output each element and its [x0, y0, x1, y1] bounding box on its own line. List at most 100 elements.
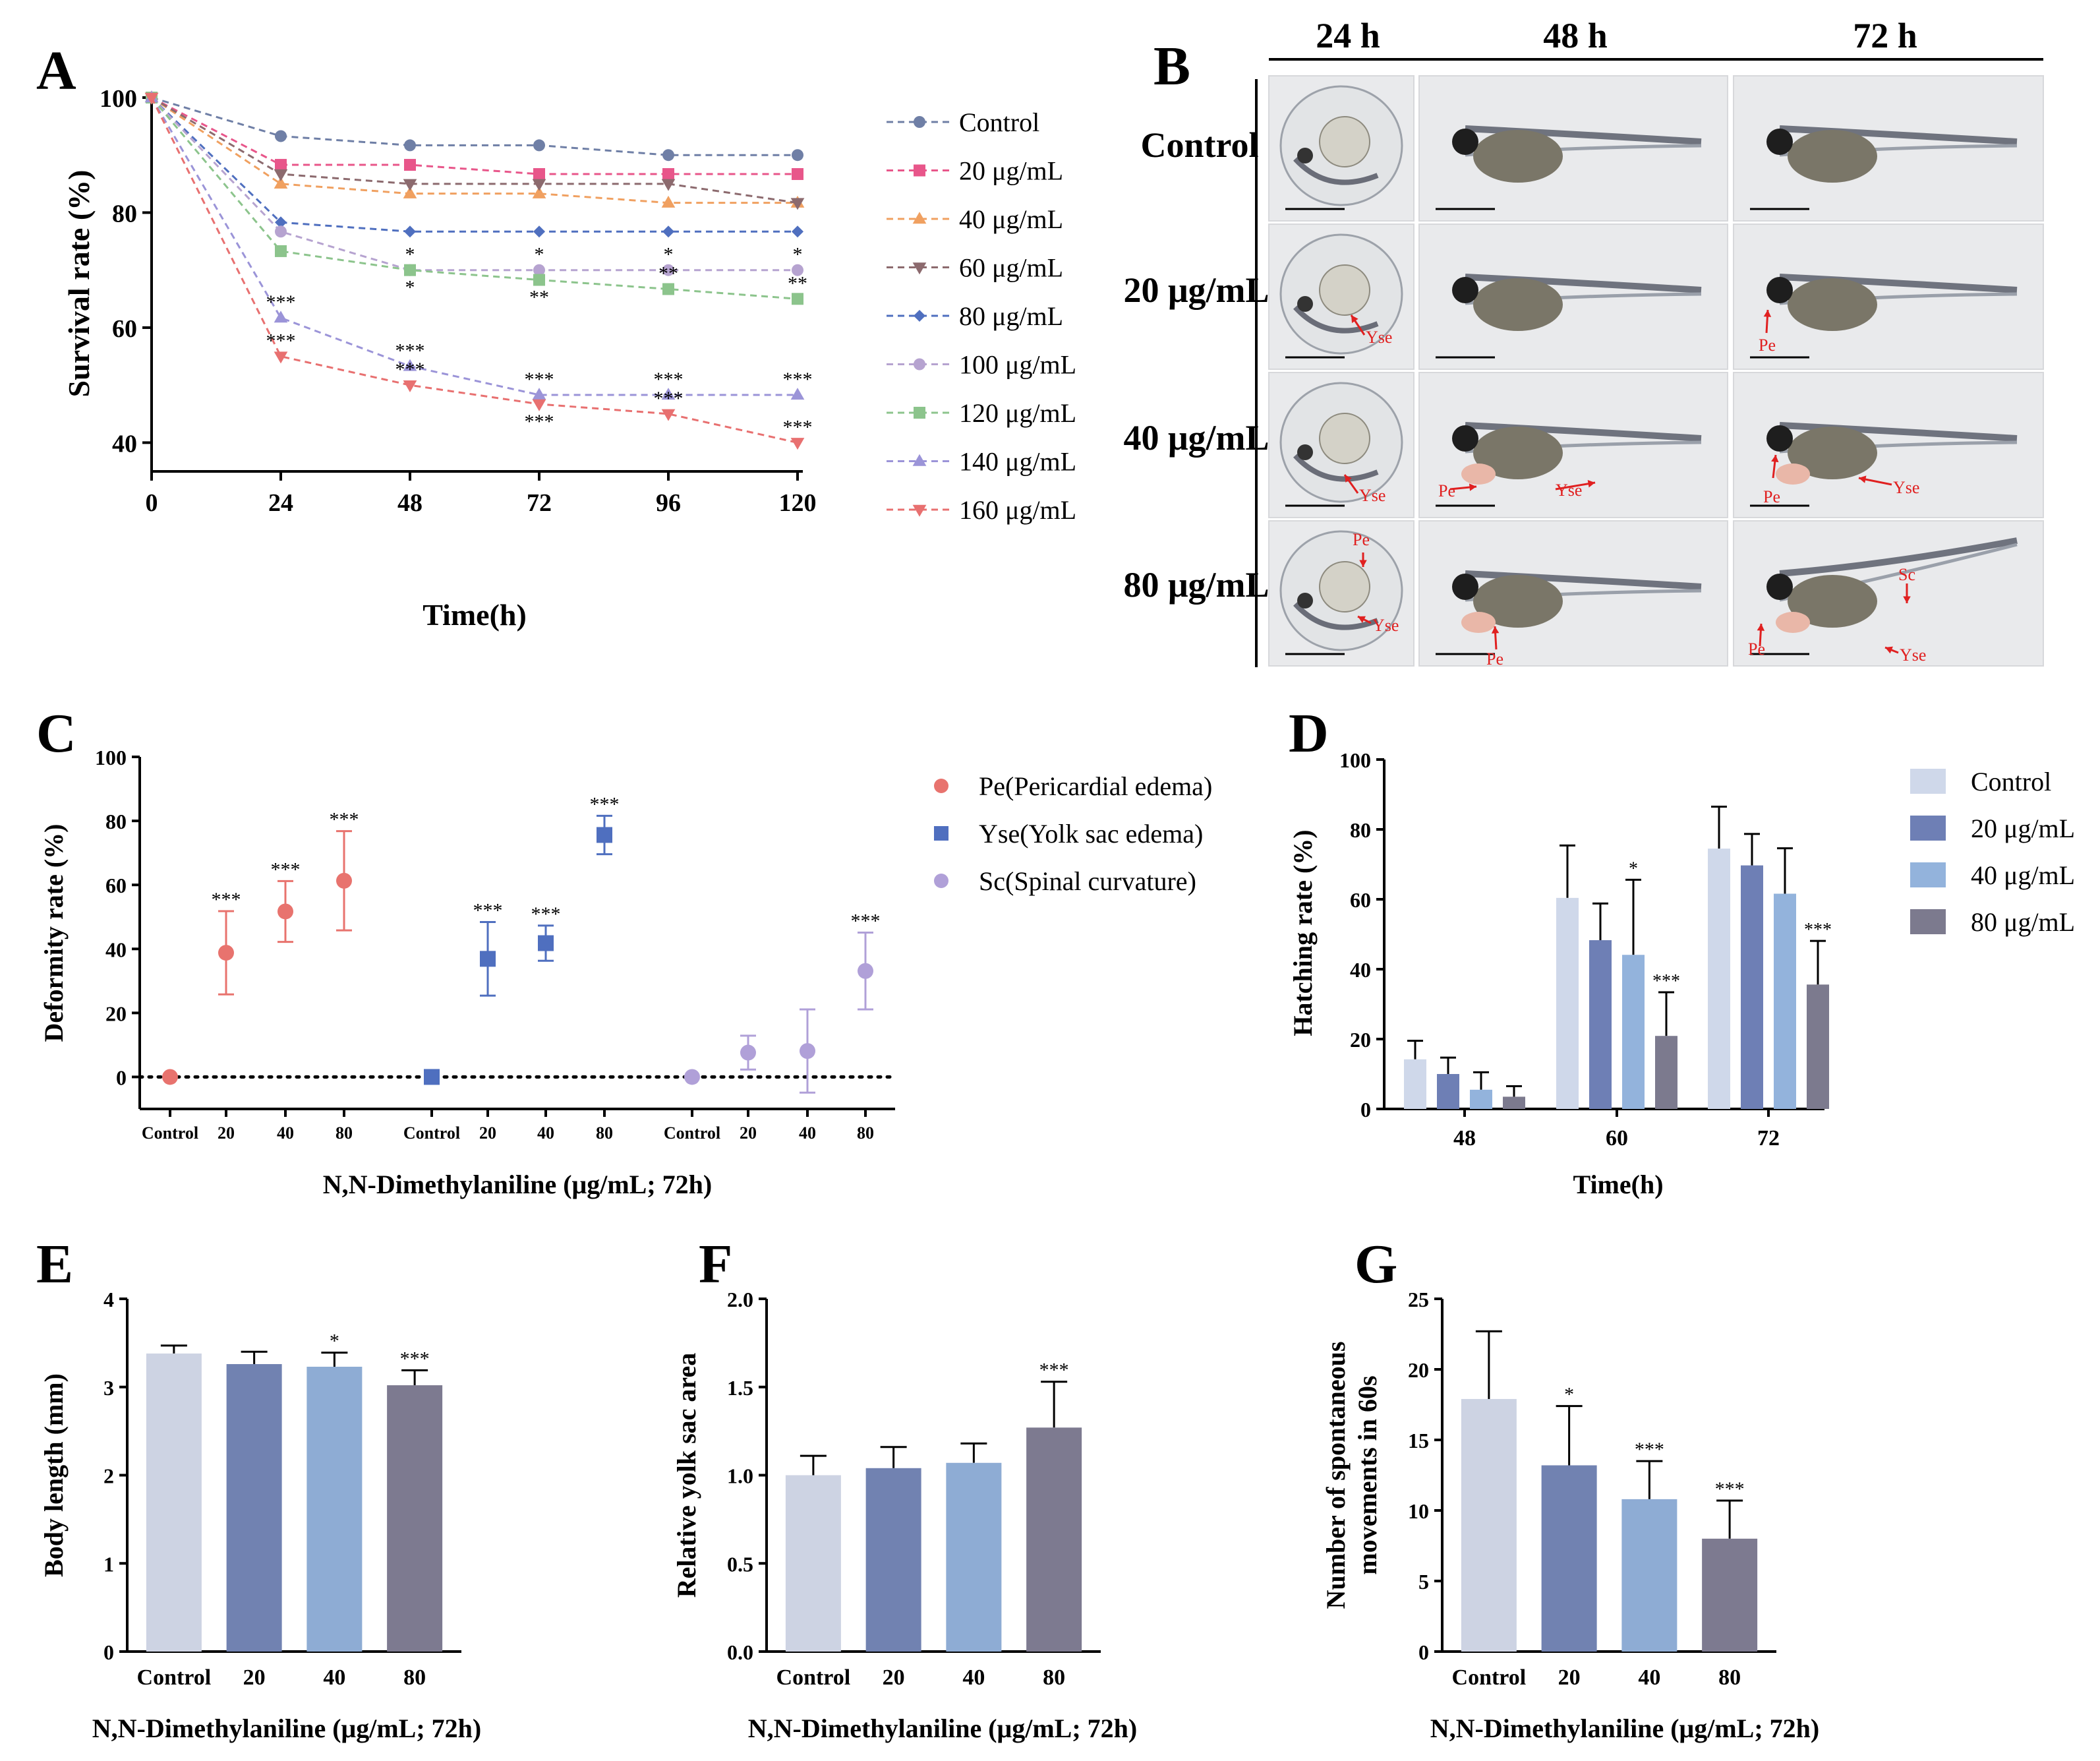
larva-body-shape: [1465, 274, 1702, 293]
point-80-g-ml: [792, 225, 803, 238]
annotation-pe: Pe: [1438, 481, 1477, 500]
series-line-160-g-ml: [150, 97, 798, 444]
legend-label-control: Control: [959, 107, 1039, 137]
panel-label-f: F: [699, 1234, 732, 1295]
y-tick-label: 0: [1360, 1098, 1371, 1121]
significance-mark: ***: [400, 1348, 430, 1369]
legend-marker-160-g-ml: [912, 504, 927, 517]
annotation-arrowhead: [1763, 310, 1772, 317]
y-tick-label: 0: [103, 1640, 114, 1664]
series-line-120-g-ml: [150, 97, 798, 300]
significance-mark: ***: [330, 809, 359, 831]
chart-a-survival: 40 60 80 100 0 24 48 72 96 120 Time(h) Survival rat…: [62, 85, 1076, 632]
x-tick-label: Control: [664, 1123, 720, 1143]
bar-control: [785, 1475, 841, 1652]
annotation-yse: Yse: [1884, 645, 1926, 665]
point-80-g-ml: [275, 216, 287, 229]
bar-20-g-ml-72: [1741, 865, 1763, 1109]
point-160-g-ml: [532, 399, 546, 411]
legend-marker-sc-spinal-curvature: [934, 874, 948, 888]
point-control: [404, 139, 416, 152]
point-pe-pericardial-edema: [277, 903, 293, 920]
legend-marker-pe-pericardial-edema: [934, 779, 948, 793]
significance-mark: ***: [590, 793, 620, 815]
annotation-arrowhead: [1859, 475, 1867, 483]
series-line-control: [151, 96, 798, 156]
significance-mark: ***: [212, 889, 241, 910]
y-tick-label: 0.0: [727, 1640, 753, 1664]
point-60-g-ml: [661, 179, 676, 191]
point-100-g-ml: [662, 264, 674, 276]
x-tick-label: 80: [403, 1665, 426, 1690]
col-header-24h: 24 h: [1316, 16, 1380, 55]
legend-marker-80-g-ml: [914, 310, 925, 322]
x-tick-label: 40: [1638, 1665, 1660, 1690]
y-axis-label-line: movements in 60s: [1353, 1375, 1382, 1574]
legend-label-yse-yolk-sac-edema: Yse(Yolk sac edema): [979, 819, 1203, 849]
point-20-g-ml: [404, 159, 416, 171]
significance-mark: ***: [266, 330, 296, 352]
chart-f-yolk-area: 0.0 0.5 1.0 1.5 2.0 Control 20 40 *** 80 N,N-Dimet…: [672, 1288, 1137, 1743]
significance-mark: *: [793, 244, 803, 266]
annotation-arrowhead: [1587, 480, 1595, 488]
larva-yolk-shape: [1788, 278, 1877, 331]
significance-mark: ***: [1652, 971, 1680, 992]
y-axis-label: Deformity rate (%): [39, 824, 69, 1042]
larva-body-shape: [1779, 274, 2018, 293]
x-tick-label: 60: [1606, 1126, 1628, 1150]
point-120-g-ml: [662, 283, 674, 295]
series-line-60-g-ml: [151, 96, 798, 204]
significance-mark: **: [529, 287, 549, 309]
x-tick-label: Control: [1452, 1665, 1527, 1690]
micrograph-r1-c3: [1733, 75, 2044, 222]
significance-mark: ***: [395, 340, 425, 361]
bar-80-g-ml-60: [1655, 1036, 1677, 1109]
bar-80: [1702, 1538, 1758, 1652]
y-tick-label: 10: [1408, 1499, 1429, 1523]
yolk-shape: [1319, 116, 1370, 167]
point-20-g-ml: [275, 159, 287, 171]
annotation-arrowhead: [1757, 624, 1765, 631]
series-line-100-g-ml: [150, 96, 798, 272]
point-160-g-ml: [403, 380, 417, 392]
larva-yolk-shape: [1788, 575, 1877, 628]
y-tick-label: 40: [112, 430, 137, 458]
legend-swatch-40-g-ml: [1910, 862, 1946, 887]
eye-shape: [1297, 444, 1313, 460]
significance-mark: *: [1564, 1384, 1574, 1406]
point-20-g-ml: [533, 168, 545, 181]
point-20-g-ml: [792, 168, 803, 181]
point-120-g-ml: [533, 274, 545, 286]
point-40-g-ml: [403, 186, 417, 198]
point-60-g-ml: [403, 179, 417, 191]
point-40-g-ml: [532, 186, 546, 198]
yolk-shape: [1319, 264, 1370, 316]
embryo-body-shape: [1293, 602, 1379, 630]
x-tick-label: 0: [146, 489, 158, 517]
annotation-pe: Pe: [1763, 454, 1780, 506]
bar-80-g-ml-72: [1807, 984, 1829, 1109]
x-tick-label: 80: [857, 1123, 874, 1143]
point-140-g-ml: [790, 388, 805, 400]
significance-mark: **: [788, 272, 807, 294]
panel-label-g: G: [1355, 1234, 1397, 1295]
annotation-label: Yse: [1366, 328, 1392, 347]
y-tick-label: 100: [95, 746, 127, 769]
point-yse-yolk-sac-edema: [538, 935, 554, 951]
legend-label-40-g-ml: 40 μg/mL: [1971, 860, 2075, 890]
x-tick-label: Control: [137, 1665, 212, 1690]
x-tick-label: Control: [776, 1665, 851, 1690]
x-tick-label: 24: [268, 489, 293, 517]
chart-c-deformity: 0 20 40 60 80 100 Control 20 40 80 Control 20 40 80 Co…: [39, 746, 1212, 1199]
larva-yolk-shape: [1473, 575, 1563, 628]
x-tick-label: 20: [740, 1123, 757, 1143]
significance-mark: *: [405, 277, 415, 299]
micrograph-r2-c3: [1733, 224, 2044, 370]
eye-shape: [1766, 277, 1793, 303]
annotation-yse: Yse: [1343, 474, 1385, 505]
y-axis-label-line: Number of spontaneous: [1321, 1342, 1351, 1609]
panel-label-e: E: [36, 1234, 73, 1295]
point-20-g-ml: [662, 168, 674, 181]
y-tick-label: 80: [1350, 818, 1371, 842]
